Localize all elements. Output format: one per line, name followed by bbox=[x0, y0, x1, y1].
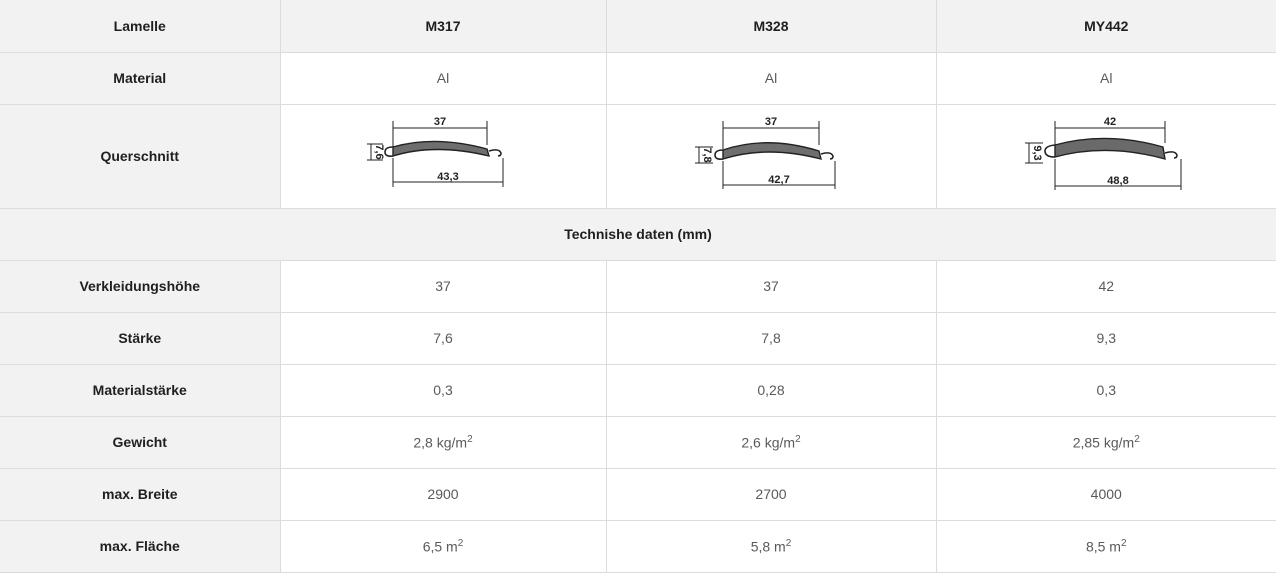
table-row: Stärke 7,6 7,8 9,3 bbox=[0, 311, 1276, 365]
cell-value: 0,3 bbox=[279, 363, 607, 417]
dim-top: 37 bbox=[434, 116, 446, 128]
row-label: Material bbox=[0, 51, 281, 105]
profile-cell: 37 7,8 42,7 bbox=[605, 103, 937, 209]
profile-drawing-my442: 42 9,3 48,8 bbox=[1025, 116, 1182, 190]
model-header: MY442 bbox=[935, 0, 1276, 53]
material-row: Material Al Al Al bbox=[0, 51, 1276, 105]
cell-value: 2,6 kg/m2 bbox=[605, 415, 937, 469]
cell-value: 8,5 m2 bbox=[935, 519, 1276, 573]
profile-drawing-m317: 37 7,6 43,3 bbox=[367, 116, 504, 187]
cell-value: 9,3 bbox=[935, 311, 1276, 365]
value-text: 2,6 kg/m bbox=[741, 434, 796, 451]
model-header: M317 bbox=[279, 0, 607, 53]
cell-value: 4000 bbox=[935, 467, 1276, 521]
table-row: max. Breite 2900 2700 4000 bbox=[0, 467, 1276, 521]
profile-cell: 42 9,3 48,8 bbox=[935, 103, 1276, 209]
section-row: Technishe daten (mm) bbox=[0, 207, 1276, 261]
value-text: 5,8 m bbox=[750, 538, 786, 555]
cell-value: 42 bbox=[935, 259, 1276, 313]
header-row: Lamelle M317 M328 MY442 bbox=[0, 0, 1276, 53]
row-label: max. Breite bbox=[0, 467, 281, 521]
value-text: 2,8 kg/m bbox=[413, 434, 468, 451]
dim-height: 7,8 bbox=[701, 147, 713, 162]
cell-value: 7,8 bbox=[605, 311, 937, 365]
header-label: Lamelle bbox=[0, 0, 281, 53]
model-header: M328 bbox=[605, 0, 937, 53]
row-label: max. Fläche bbox=[0, 519, 281, 573]
dim-height: 9,3 bbox=[1031, 145, 1043, 160]
profile-row: Querschnitt 37 7,6 43,3 bbox=[0, 103, 1276, 209]
cell-value: 2,85 kg/m2 bbox=[935, 415, 1276, 469]
cell-value: 2900 bbox=[279, 467, 607, 521]
table-row: Gewicht 2,8 kg/m2 2,6 kg/m2 2,85 kg/m2 bbox=[0, 415, 1276, 469]
dim-height: 7,6 bbox=[373, 144, 385, 159]
dim-top: 37 bbox=[765, 116, 777, 128]
unit-exponent: 2 bbox=[1120, 537, 1127, 549]
dim-top: 42 bbox=[1104, 116, 1116, 128]
cell-value: 37 bbox=[605, 259, 937, 313]
table-row: max. Fläche 6,5 m2 5,8 m2 8,5 m2 bbox=[0, 519, 1276, 573]
unit-exponent: 2 bbox=[467, 433, 473, 445]
cell-value: 0,3 bbox=[935, 363, 1276, 417]
row-label: Querschnitt bbox=[0, 103, 281, 209]
unit-exponent: 2 bbox=[457, 537, 464, 549]
unit-exponent: 2 bbox=[785, 537, 792, 549]
value-text: 2,85 kg/m bbox=[1072, 434, 1135, 451]
cell-value: 2,8 kg/m2 bbox=[279, 415, 607, 469]
profile-cell: 37 7,6 43,3 bbox=[279, 103, 607, 209]
table-row: Materialstärke 0,3 0,28 0,3 bbox=[0, 363, 1276, 417]
profile-drawing-m328: 37 7,8 42,7 bbox=[695, 116, 836, 189]
cell-value: 0,28 bbox=[605, 363, 937, 417]
row-label: Verkleidungshöhe bbox=[0, 259, 281, 313]
cell-value: 2700 bbox=[605, 467, 937, 521]
unit-exponent: 2 bbox=[795, 433, 801, 445]
table-row: Verkleidungshöhe 37 37 42 bbox=[0, 259, 1276, 313]
section-title: Technishe daten (mm) bbox=[0, 207, 1276, 261]
cell-value: 5,8 m2 bbox=[605, 519, 937, 573]
row-label: Materialstärke bbox=[0, 363, 281, 417]
unit-exponent: 2 bbox=[1134, 433, 1140, 445]
dim-bottom: 48,8 bbox=[1108, 175, 1129, 187]
dim-bottom: 42,7 bbox=[768, 174, 789, 186]
cell-value: 6,5 m2 bbox=[279, 519, 607, 573]
value-text: 6,5 m bbox=[422, 538, 458, 555]
material-value: Al bbox=[279, 51, 607, 105]
dim-bottom: 43,3 bbox=[437, 171, 458, 183]
cell-value: 7,6 bbox=[279, 311, 607, 365]
value-text: 8,5 m bbox=[1085, 538, 1121, 555]
row-label: Gewicht bbox=[0, 415, 281, 469]
cell-value: 37 bbox=[279, 259, 607, 313]
material-value: Al bbox=[605, 51, 937, 105]
material-value: Al bbox=[935, 51, 1276, 105]
row-label: Stärke bbox=[0, 311, 281, 365]
